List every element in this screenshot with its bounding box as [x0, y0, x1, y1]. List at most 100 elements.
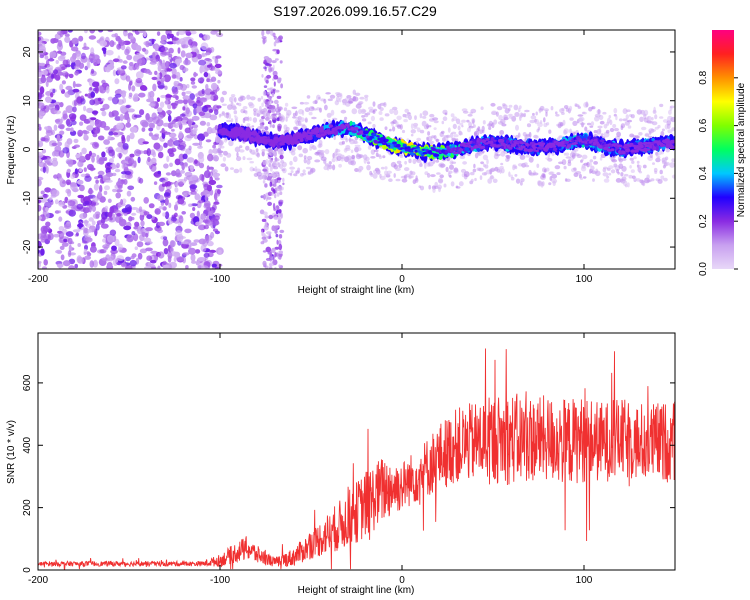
- signal-halo: [221, 111, 225, 115]
- stripe-blob: [272, 64, 275, 71]
- noise-blob: [116, 122, 124, 130]
- signal-halo: [470, 171, 475, 176]
- noise-blob: [178, 215, 184, 224]
- signal-halo: [620, 172, 624, 177]
- signal-halo: [546, 122, 550, 126]
- stripe-blob: [272, 32, 276, 37]
- noise-blob: [110, 164, 116, 168]
- stripe-blob: [263, 224, 269, 231]
- signal-halo: [461, 119, 466, 123]
- stripe-blob: [278, 264, 281, 268]
- signal-halo: [467, 127, 471, 133]
- noise-blob: [79, 121, 84, 126]
- noise-blob: [216, 105, 222, 109]
- noise-blob: [122, 60, 128, 64]
- noise-blob: [68, 209, 76, 217]
- noise-blob: [166, 110, 172, 115]
- signal-blob: [489, 140, 494, 145]
- signal-halo: [641, 126, 647, 131]
- noise-blob: [58, 201, 65, 207]
- stripe-blob: [262, 90, 267, 96]
- signal-halo: [603, 123, 608, 129]
- noise-blob: [54, 199, 59, 205]
- signal-halo: [344, 116, 348, 120]
- noise-blob: [143, 31, 147, 38]
- signal-halo: [481, 129, 485, 134]
- noise-blob: [116, 255, 124, 262]
- noise-blob: [107, 96, 114, 101]
- noise-blob: [66, 168, 71, 173]
- signal-halo: [552, 180, 556, 186]
- noise-blob: [77, 243, 81, 247]
- signal-halo: [653, 106, 656, 113]
- noise-blob: [164, 85, 168, 91]
- noise-blob: [84, 175, 92, 182]
- signal-halo: [627, 182, 630, 188]
- noise-blob: [62, 71, 68, 75]
- signal-halo: [236, 156, 242, 162]
- signal-halo: [608, 165, 614, 170]
- signal-halo: [323, 98, 327, 104]
- signal-halo: [339, 92, 343, 99]
- signal-halo: [325, 92, 331, 95]
- signal-halo: [228, 140, 234, 147]
- signal-halo: [318, 96, 321, 100]
- signal-halo: [313, 147, 317, 151]
- spectrogram-y-tick-label: -10: [22, 191, 33, 206]
- noise-blob: [197, 257, 206, 262]
- spectrogram-y-tick-label: 20: [22, 46, 33, 58]
- noise-blob: [110, 249, 118, 255]
- signal-halo: [541, 181, 545, 187]
- signal-halo: [622, 108, 628, 115]
- signal-halo: [461, 125, 464, 128]
- signal-halo: [554, 165, 561, 170]
- signal-blob: [270, 144, 275, 147]
- signal-halo: [286, 109, 292, 116]
- noise-blob: [185, 265, 189, 269]
- signal-halo: [665, 161, 670, 166]
- noise-blob: [212, 144, 217, 149]
- noise-blob: [193, 58, 199, 63]
- noise-blob: [125, 265, 133, 269]
- noise-blob: [163, 131, 171, 135]
- noise-blob: [192, 142, 201, 146]
- snr-panel: -200 -100 0 100 0 200 400 600 Height of straigh…: [6, 332, 676, 596]
- signal-halo: [272, 171, 275, 176]
- noise-blob: [190, 77, 196, 82]
- signal-blob: [317, 134, 322, 138]
- noise-blob: [88, 204, 92, 213]
- signal-halo: [281, 115, 285, 121]
- noise-blob: [164, 197, 169, 206]
- signal-halo: [269, 150, 274, 157]
- signal-halo: [625, 114, 629, 120]
- signal-halo: [350, 160, 357, 166]
- signal-blob: [571, 139, 575, 142]
- snr-x-tick-label: 0: [399, 575, 405, 586]
- noise-blob: [97, 170, 105, 176]
- noise-blob: [50, 73, 55, 80]
- noise-blob: [109, 217, 113, 221]
- noise-blob: [127, 108, 135, 113]
- noise-blob: [64, 33, 70, 38]
- signal-halo: [493, 119, 498, 125]
- noise-blob: [202, 219, 209, 224]
- signal-blob: [238, 128, 243, 132]
- signal-halo: [585, 103, 589, 107]
- noise-blob: [41, 149, 47, 154]
- signal-halo: [474, 177, 477, 182]
- signal-halo: [473, 124, 476, 128]
- noise-blob: [198, 155, 205, 163]
- noise-blob: [106, 261, 113, 268]
- noise-blob: [208, 179, 217, 186]
- noise-blob: [189, 212, 195, 219]
- noise-blob: [95, 223, 100, 231]
- signal-halo: [467, 113, 473, 117]
- noise-blob: [156, 97, 160, 102]
- signal-halo: [525, 154, 531, 158]
- signal-halo: [314, 159, 321, 163]
- signal-halo: [429, 140, 435, 144]
- signal-halo: [332, 164, 336, 171]
- noise-blob: [179, 113, 186, 118]
- stripe-blob: [279, 191, 283, 196]
- noise-blob: [120, 65, 127, 70]
